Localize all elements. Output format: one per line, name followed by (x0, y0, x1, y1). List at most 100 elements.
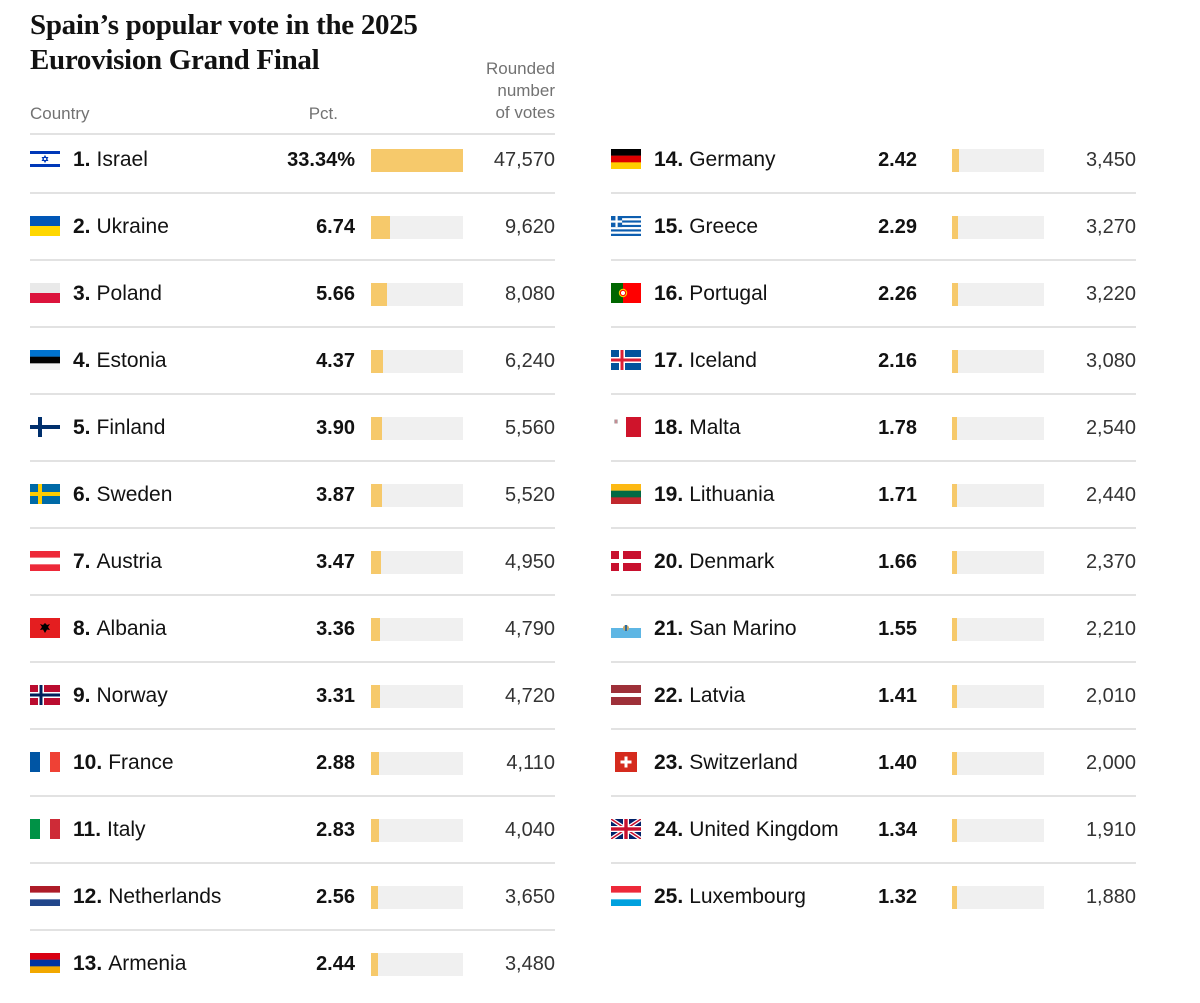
table-row: 3. Poland 5.66 8,080 (30, 261, 555, 328)
table-row: 6. Sweden 3.87 5,520 (30, 462, 555, 529)
pct-value: 2.44 (316, 953, 355, 975)
pct-value: 4.37 (316, 350, 355, 372)
rank-number: 9. (73, 684, 91, 707)
pct-value: 3.87 (316, 484, 355, 506)
rank-number: 20. (654, 550, 684, 573)
votes-value: 1,880 (1085, 886, 1136, 908)
country-name: 25. Luxembourg (654, 884, 806, 910)
votes-value: 5,560 (504, 417, 555, 439)
country-label: San Marino (689, 617, 797, 640)
country-label: Latvia (689, 684, 746, 707)
rank-number: 17. (654, 349, 684, 372)
country-name: 18. Malta (654, 415, 741, 441)
latvia-flag (611, 685, 641, 705)
rank-number: 1. (73, 148, 91, 171)
table-row: 23. Switzerland 1.40 2,000 (611, 730, 1136, 797)
table-row: 18. Malta 1.78 2,540 (611, 395, 1136, 462)
country-label: Iceland (689, 349, 757, 372)
rank-number: 6. (73, 483, 91, 506)
bar-track (371, 886, 463, 909)
pct-value: 6.74 (316, 216, 355, 238)
votes-value: 3,080 (1085, 350, 1136, 372)
bar-track (371, 216, 463, 239)
votes-value: 2,440 (1085, 484, 1136, 506)
bar-fill (371, 886, 378, 909)
row-divider (30, 192, 555, 194)
votes-value: 4,950 (504, 551, 555, 573)
san-marino-flag (611, 618, 641, 638)
bar-fill (371, 149, 463, 172)
bar-track (371, 350, 463, 373)
votes-value: 2,000 (1085, 752, 1136, 774)
votes-value: 47,570 (493, 149, 555, 171)
bar-fill (952, 149, 959, 172)
bar-fill (952, 283, 958, 306)
netherlands-flag (30, 886, 60, 906)
rank-number: 7. (73, 550, 91, 573)
bar-fill (952, 350, 958, 373)
albania-flag (30, 618, 60, 638)
votes-value: 2,540 (1085, 417, 1136, 439)
country-label: Finland (96, 416, 166, 439)
rank-number: 13. (73, 952, 103, 975)
country-label: Luxembourg (689, 885, 806, 908)
rank-number: 4. (73, 349, 91, 372)
row-divider (30, 795, 555, 797)
table-row: 5. Finland 3.90 5,560 (30, 395, 555, 462)
iceland-flag (611, 350, 641, 370)
bar-track (952, 618, 1044, 641)
rank-number: 12. (73, 885, 103, 908)
row-divider (611, 393, 1136, 395)
pct-value: 1.55 (878, 618, 917, 640)
rank-number: 21. (654, 617, 684, 640)
row-divider (611, 326, 1136, 328)
votes-column-header: Rounded number of votes (485, 59, 555, 122)
table-row: 20. Denmark 1.66 2,370 (611, 529, 1136, 596)
votes-value: 4,720 (504, 685, 555, 707)
country-label: Greece (689, 215, 759, 238)
pct-value: 2.56 (316, 886, 355, 908)
bar-fill (371, 819, 379, 842)
country-name: 17. Iceland (654, 348, 757, 374)
rank-number: 5. (73, 416, 91, 439)
table-row: 16. Portugal 2.26 3,220 (611, 261, 1136, 328)
pct-value: 3.36 (316, 618, 355, 640)
votes-value: 3,220 (1085, 283, 1136, 305)
votes-value: 3,480 (504, 953, 555, 975)
country-name: 22. Latvia (654, 683, 745, 709)
row-divider (30, 728, 555, 730)
country-column-header: Country (30, 104, 90, 123)
germany-flag (611, 149, 641, 169)
bar-fill (371, 953, 378, 976)
bar-fill (371, 484, 382, 507)
country-name: 14. Germany (654, 147, 776, 173)
votes-value: 2,210 (1085, 618, 1136, 640)
votes-value: 5,520 (504, 484, 555, 506)
rank-number: 14. (654, 148, 684, 171)
country-label: Denmark (689, 550, 775, 573)
pct-value: 3.47 (316, 551, 355, 573)
rank-number: 10. (73, 751, 103, 774)
country-label: Armenia (108, 952, 187, 975)
rank-number: 18. (654, 416, 684, 439)
pct-value: 5.66 (316, 283, 355, 305)
bar-fill (952, 551, 957, 574)
table-row: 7. Austria 3.47 4,950 (30, 529, 555, 596)
header-divider (30, 133, 555, 135)
row-divider (611, 728, 1136, 730)
country-label: Netherlands (108, 885, 222, 908)
table-row: 22. Latvia 1.41 2,010 (611, 663, 1136, 730)
bar-fill (952, 216, 958, 239)
country-label: Portugal (689, 282, 768, 305)
row-divider (30, 393, 555, 395)
country-name: 7. Austria (73, 549, 162, 575)
bar-fill (371, 216, 390, 239)
poland-flag (30, 283, 60, 303)
portugal-flag (611, 283, 641, 303)
pct-value: 1.40 (878, 752, 917, 774)
row-divider (30, 259, 555, 261)
bar-track (952, 484, 1044, 507)
estonia-flag (30, 350, 60, 370)
pct-value: 2.16 (878, 350, 917, 372)
denmark-flag (611, 551, 641, 571)
